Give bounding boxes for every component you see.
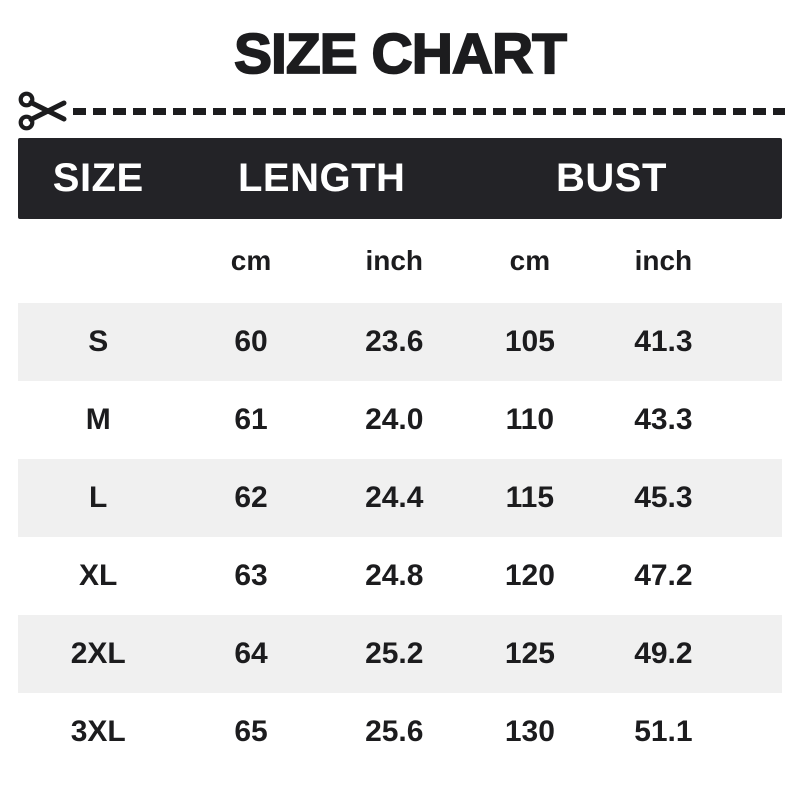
size-cell: L — [89, 481, 108, 514]
size-cell: M — [85, 403, 111, 436]
column-header-size: SIZE — [52, 156, 144, 200]
units-row: cm inch cm inch — [18, 219, 782, 303]
length-cm-cell: 65 — [234, 715, 268, 748]
length-inch-cell: 23.6 — [365, 325, 424, 358]
page-title: SIZE CHART — [233, 22, 568, 86]
length-inch-cell: 24.0 — [365, 403, 424, 436]
bust-inch-cell: 41.3 — [634, 325, 693, 358]
bust-inch-cell: 47.2 — [634, 559, 693, 592]
length-inch-cell: 25.6 — [365, 715, 424, 748]
table-row: M 61 24.0 110 43.3 — [18, 381, 782, 459]
table-row: 3XL 65 25.6 130 51.1 — [18, 693, 782, 771]
bust-inch-cell: 45.3 — [634, 481, 693, 514]
bust-inch-cell: 51.1 — [634, 715, 693, 748]
table-row: S 60 23.6 105 41.3 — [18, 303, 782, 381]
bust-inch-cell: 43.3 — [634, 403, 693, 436]
length-inch-cell: 24.4 — [365, 481, 424, 514]
size-cell: 2XL — [70, 637, 126, 670]
bust-cm-cell: 110 — [505, 403, 555, 436]
length-cm-cell: 62 — [234, 481, 268, 514]
table-row: 2XL 64 25.2 125 49.2 — [18, 615, 782, 693]
length-inch-cell: 24.8 — [365, 559, 424, 592]
size-cell: S — [88, 325, 109, 358]
size-table: SIZE LENGTH BUST cm inch cm inch S 60 23… — [18, 138, 782, 771]
bust-cm-cell: 115 — [505, 481, 555, 514]
bust-cm-cell: 105 — [504, 325, 555, 358]
length-inch-cell: 25.2 — [365, 637, 424, 670]
table-row: XL 63 24.8 120 47.2 — [18, 537, 782, 615]
bust-inch-cell: 49.2 — [634, 637, 693, 670]
length-cm-cell: 61 — [234, 403, 268, 436]
bust-cm-cell: 120 — [504, 559, 555, 592]
unit-length-inch: inch — [365, 245, 424, 276]
size-chart-page: SIZE CHART SIZE LENGTH BUST cm inch cm i… — [0, 22, 800, 771]
size-cell: 3XL — [70, 715, 126, 748]
unit-length-cm: cm — [230, 245, 272, 276]
unit-bust-cm: cm — [509, 245, 551, 276]
length-cm-cell: 63 — [234, 559, 268, 592]
size-cell: XL — [79, 559, 118, 592]
bust-cm-cell: 125 — [504, 637, 555, 670]
dashed-cut-line — [73, 107, 785, 115]
bust-cm-cell: 130 — [504, 715, 555, 748]
length-cm-cell: 60 — [234, 325, 268, 358]
cut-line — [18, 89, 785, 133]
scissors-icon — [18, 91, 67, 131]
column-header-length: LENGTH — [237, 156, 406, 200]
length-cm-cell: 64 — [234, 637, 268, 670]
table-header-row: SIZE LENGTH BUST — [18, 138, 782, 219]
unit-bust-inch: inch — [634, 245, 693, 276]
table-row: L 62 24.4 115 45.3 — [18, 459, 782, 537]
column-header-bust: BUST — [556, 156, 667, 200]
